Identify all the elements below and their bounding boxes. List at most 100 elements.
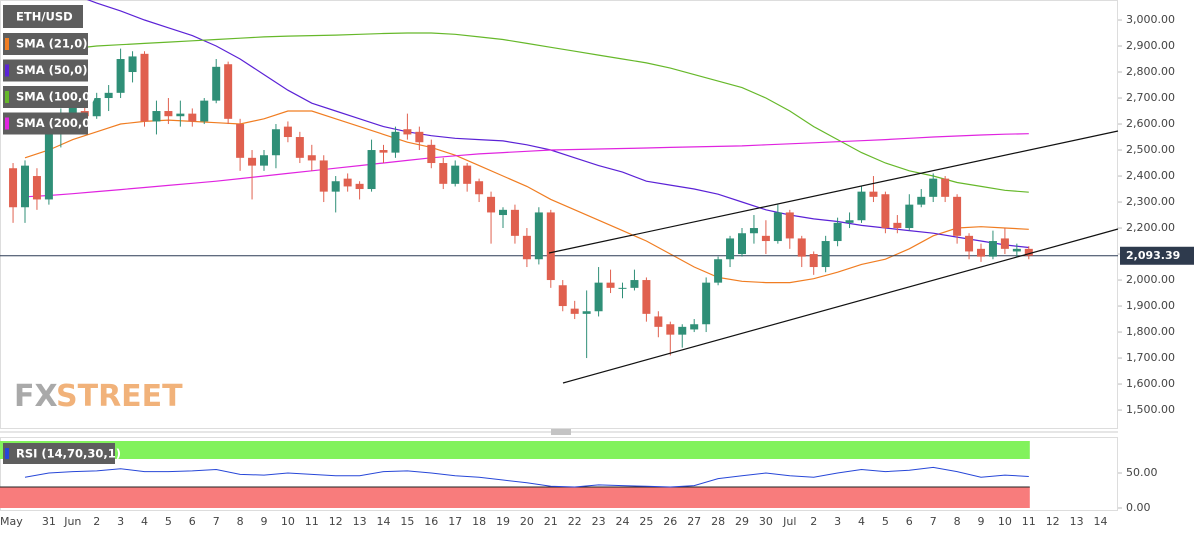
- x-tick-label: 27: [687, 515, 701, 528]
- legend-swatch: [5, 117, 9, 130]
- y-tick-label: 1,800.00: [1126, 325, 1175, 338]
- rsi-tick-label: 0.00: [1126, 501, 1151, 514]
- legend-box[interactable]: [3, 33, 88, 55]
- candle-body: [749, 228, 758, 234]
- candle-body: [164, 111, 173, 117]
- x-tick-label: 4: [858, 515, 865, 528]
- candle-body: [499, 209, 507, 216]
- x-tick-label: May: [0, 515, 23, 528]
- candle-body: [9, 168, 18, 208]
- watermark-street: STREET: [56, 379, 183, 414]
- candle-body: [953, 196, 962, 236]
- candle-body: [773, 212, 782, 242]
- rsi-line: [24, 466, 1029, 488]
- y-tick-label: 2,900.00: [1126, 39, 1175, 52]
- candle-body: [666, 324, 675, 335]
- candle-body: [439, 163, 448, 184]
- x-tick-label: 12: [1046, 515, 1060, 528]
- candle-body: [355, 183, 364, 190]
- sma-line: [24, 133, 1029, 198]
- legend-label: SMA (50,0): [16, 63, 88, 77]
- candle-body: [152, 111, 161, 122]
- candle-body: [690, 324, 699, 330]
- y-tick-label: 1,900.00: [1126, 299, 1175, 312]
- candle-body: [1000, 238, 1009, 249]
- candle-body: [92, 98, 101, 117]
- x-tick-label: 8: [237, 515, 244, 528]
- x-tick-label: 11: [1022, 515, 1036, 528]
- candle-body: [917, 196, 926, 205]
- legend-box[interactable]: [3, 86, 88, 108]
- x-tick-label: 14: [1094, 515, 1108, 528]
- x-tick-label: 28: [711, 515, 725, 528]
- candle-body: [319, 160, 328, 192]
- candle-body: [630, 280, 639, 288]
- candle-body: [283, 126, 292, 138]
- legend-box[interactable]: [3, 443, 115, 464]
- x-tick-label: 11: [305, 515, 319, 528]
- candle-body: [977, 248, 985, 257]
- y-tick-label: 2,600.00: [1126, 117, 1175, 130]
- candle-body: [988, 241, 997, 257]
- candle-body: [893, 222, 902, 229]
- candle-body: [116, 59, 125, 93]
- candle-body: [427, 144, 436, 164]
- candle-body: [714, 259, 723, 283]
- x-tick-label: 26: [663, 515, 677, 528]
- legend-swatch: [5, 448, 9, 459]
- x-tick-label: 21: [544, 515, 558, 528]
- candle-body: [379, 150, 388, 153]
- y-tick-label: 3,000.00: [1126, 13, 1175, 26]
- candle-body: [463, 165, 472, 184]
- candle-body: [654, 316, 663, 327]
- y-tick-label: 1,700.00: [1126, 351, 1175, 364]
- x-tick-label: 15: [400, 515, 414, 528]
- candle-body: [761, 235, 770, 242]
- candle-body: [307, 155, 316, 161]
- candle-body: [678, 326, 687, 335]
- candle-body: [845, 220, 854, 223]
- x-tick-label: 29: [735, 515, 749, 528]
- candle-body: [487, 196, 496, 213]
- legend-swatch: [5, 64, 9, 77]
- x-tick-label: 30: [759, 515, 773, 528]
- candle-body: [965, 235, 974, 252]
- x-tick-label: 2: [810, 515, 817, 528]
- candle-body: [200, 100, 209, 122]
- legend-box[interactable]: [3, 112, 88, 135]
- x-tick-label: 13: [1070, 515, 1084, 528]
- x-tick-label: 5: [882, 515, 889, 528]
- candle-body: [415, 131, 424, 143]
- candle-body: [881, 194, 890, 229]
- candle-body: [522, 235, 531, 260]
- divider-handle[interactable]: [551, 429, 571, 435]
- candle-body: [32, 176, 41, 200]
- watermark-fx: FX: [14, 379, 58, 414]
- y-tick-label: 2,800.00: [1126, 65, 1175, 78]
- x-tick-label: 3: [834, 515, 841, 528]
- x-tick-label: 10: [998, 515, 1012, 528]
- candle-body: [929, 178, 938, 197]
- candle-body: [295, 137, 304, 158]
- overbought-band: [0, 441, 1030, 459]
- legend-box[interactable]: [3, 59, 88, 82]
- legend-label: SMA (100,0): [16, 90, 96, 104]
- candle-body: [726, 238, 735, 260]
- x-tick-label: 23: [592, 515, 606, 528]
- candle-body: [391, 131, 400, 153]
- candle-body: [606, 282, 615, 288]
- upper-trendline: [548, 130, 1119, 254]
- x-tick-label: 17: [448, 515, 462, 528]
- candle-body: [558, 285, 567, 307]
- candle-body: [869, 191, 878, 197]
- candle-body: [176, 113, 185, 117]
- x-tick-label: 10: [281, 515, 295, 528]
- legend-box[interactable]: [3, 5, 83, 28]
- x-tick-label: 3: [117, 515, 124, 528]
- candle-body: [797, 238, 806, 257]
- x-tick-label: 5: [165, 515, 172, 528]
- x-tick-label: 6: [906, 515, 913, 528]
- candle-body: [128, 56, 137, 73]
- x-tick-label: 9: [261, 515, 268, 528]
